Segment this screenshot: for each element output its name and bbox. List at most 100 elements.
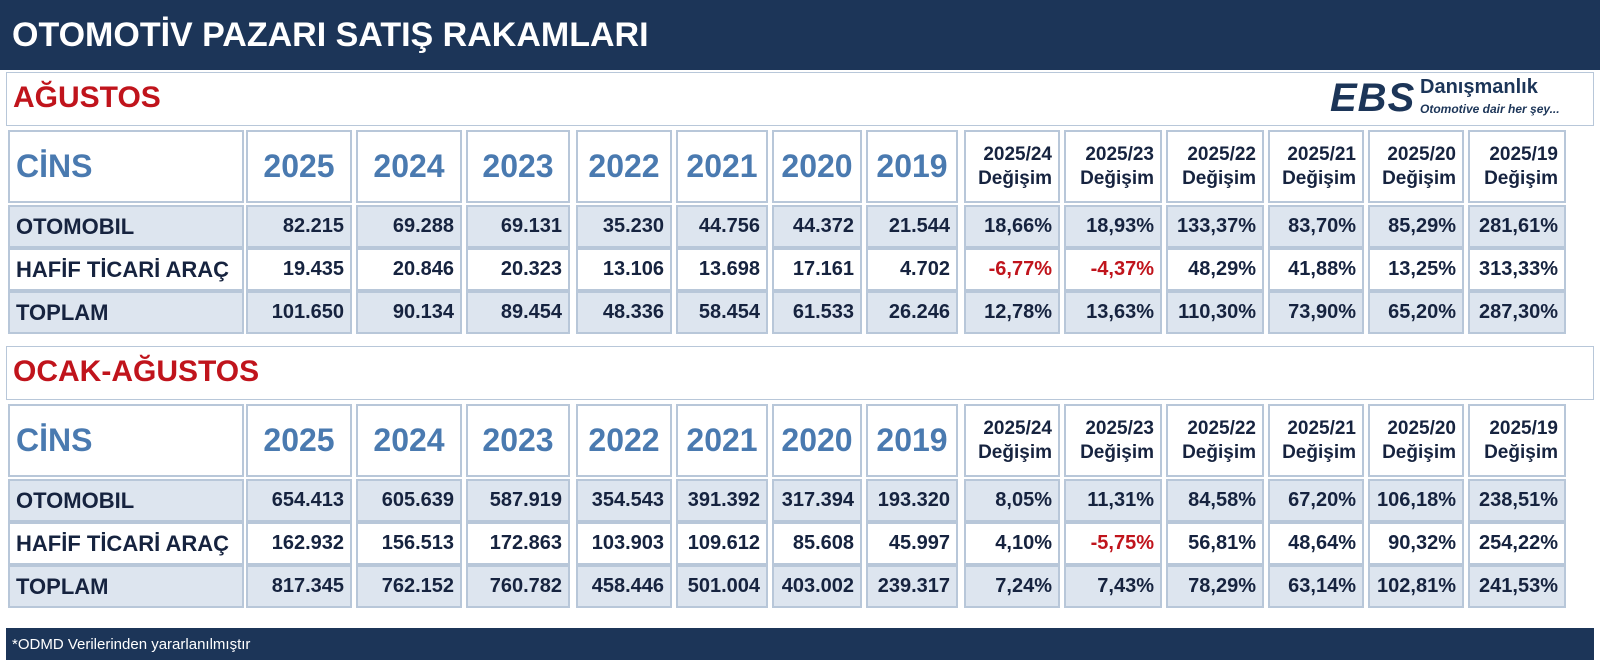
- column-header: 2025/21 Değişim: [1268, 404, 1364, 477]
- data-cell: 67,20%: [1268, 479, 1364, 522]
- column-header: CİNS: [8, 404, 244, 477]
- data-cell: 48,64%: [1268, 522, 1364, 565]
- logo-mark: EBS: [1330, 76, 1416, 120]
- data-cell: 19.435: [246, 248, 352, 291]
- column-period: 2025/24: [983, 417, 1052, 439]
- data-cell: 4,10%: [964, 522, 1060, 565]
- data-cell: 403.002: [772, 565, 862, 608]
- page-title: OTOMOTİV PAZARI SATIŞ RAKAMLARI: [0, 0, 1600, 70]
- data-cell: 58.454: [676, 291, 768, 334]
- data-cell: 78,29%: [1166, 565, 1264, 608]
- data-cell: 48,29%: [1166, 248, 1264, 291]
- data-cell: 45.997: [866, 522, 958, 565]
- data-cell: 654.413: [246, 479, 352, 522]
- column-header: 2025/22 Değişim: [1166, 130, 1264, 203]
- column-period: 2025/21: [1287, 417, 1356, 439]
- column-header: 2022: [576, 404, 672, 477]
- section-title: AĞUSTOS: [6, 72, 1594, 126]
- logo-tagline: Otomotive dair her şey...: [1420, 102, 1560, 116]
- column-header: 2023: [466, 404, 570, 477]
- data-cell: 82.215: [246, 205, 352, 248]
- data-cell: 90,32%: [1368, 522, 1464, 565]
- data-cell: 41,88%: [1268, 248, 1364, 291]
- data-cell: 18,66%: [964, 205, 1060, 248]
- data-cell: 20.846: [356, 248, 462, 291]
- column-header: 2024: [356, 130, 462, 203]
- column-header: 2024: [356, 404, 462, 477]
- data-cell: 4.702: [866, 248, 958, 291]
- data-cell: 13.106: [576, 248, 672, 291]
- data-cell: 56,81%: [1166, 522, 1264, 565]
- column-header: 2025/19 Değişim: [1468, 130, 1566, 203]
- column-header: 2025/20 Değişim: [1368, 404, 1464, 477]
- data-cell: 85.608: [772, 522, 862, 565]
- data-cell: 84,58%: [1166, 479, 1264, 522]
- data-cell: 817.345: [246, 565, 352, 608]
- data-cell: 13,63%: [1064, 291, 1162, 334]
- data-cell: 73,90%: [1268, 291, 1364, 334]
- column-label: Değişim: [978, 167, 1052, 189]
- data-cell: 254,22%: [1468, 522, 1566, 565]
- row-label: HAFİF TİCARİ ARAÇ: [8, 248, 244, 291]
- column-header: 2025/23 Değişim: [1064, 130, 1162, 203]
- column-header: 2025: [246, 130, 352, 203]
- data-cell: 20.323: [466, 248, 570, 291]
- data-cell: 89.454: [466, 291, 570, 334]
- data-cell: 762.152: [356, 565, 462, 608]
- data-cell: 281,61%: [1468, 205, 1566, 248]
- data-cell: 458.446: [576, 565, 672, 608]
- data-cell: 44.372: [772, 205, 862, 248]
- data-cell: 501.004: [676, 565, 768, 608]
- data-cell: 18,93%: [1064, 205, 1162, 248]
- column-label: Değişim: [1080, 441, 1154, 463]
- data-cell: 35.230: [576, 205, 672, 248]
- data-cell: 102,81%: [1368, 565, 1464, 608]
- column-header: 2021: [676, 130, 768, 203]
- data-cell: 65,20%: [1368, 291, 1464, 334]
- data-cell: 109.612: [676, 522, 768, 565]
- column-label: Değişim: [1282, 167, 1356, 189]
- footer-note: *ODMD Verilerinden yararlanılmıştır: [6, 628, 1594, 660]
- data-cell: 85,29%: [1368, 205, 1464, 248]
- data-cell: 354.543: [576, 479, 672, 522]
- column-period: 2025/23: [1085, 417, 1154, 439]
- column-period: 2025/22: [1187, 143, 1256, 165]
- data-cell: 287,30%: [1468, 291, 1566, 334]
- data-cell: 7,43%: [1064, 565, 1162, 608]
- column-period: 2025/19: [1489, 417, 1558, 439]
- column-header: 2022: [576, 130, 672, 203]
- data-cell: -5,75%: [1064, 522, 1162, 565]
- data-cell: 101.650: [246, 291, 352, 334]
- column-period: 2025/22: [1187, 417, 1256, 439]
- column-label: Değişim: [978, 441, 1052, 463]
- data-cell: 26.246: [866, 291, 958, 334]
- data-cell: 172.863: [466, 522, 570, 565]
- column-header: 2025/20 Değişim: [1368, 130, 1464, 203]
- column-header: 2025/21 Değişim: [1268, 130, 1364, 203]
- row-label: TOPLAM: [8, 291, 244, 334]
- column-period: 2025/20: [1387, 417, 1456, 439]
- column-label: Değişim: [1484, 167, 1558, 189]
- column-label: Değişim: [1382, 441, 1456, 463]
- column-period: 2025/21: [1287, 143, 1356, 165]
- logo: EBS Danışmanlık Otomotive dair her şey..…: [1330, 74, 1590, 124]
- data-cell: 133,37%: [1166, 205, 1264, 248]
- data-cell: 17.161: [772, 248, 862, 291]
- data-cell: 90.134: [356, 291, 462, 334]
- data-cell: 12,78%: [964, 291, 1060, 334]
- column-header: 2019: [866, 130, 958, 203]
- column-header: 2025/24 Değişim: [964, 130, 1060, 203]
- column-label: Değişim: [1080, 167, 1154, 189]
- column-label: Değişim: [1484, 441, 1558, 463]
- data-cell: 156.513: [356, 522, 462, 565]
- column-header: CİNS: [8, 130, 244, 203]
- column-header: 2020: [772, 130, 862, 203]
- column-label: Değişim: [1182, 441, 1256, 463]
- data-cell: 605.639: [356, 479, 462, 522]
- data-cell: 69.288: [356, 205, 462, 248]
- data-cell: 193.320: [866, 479, 958, 522]
- row-label: OTOMOBIL: [8, 479, 244, 522]
- data-cell: 11,31%: [1064, 479, 1162, 522]
- data-cell: -6,77%: [964, 248, 1060, 291]
- data-cell: 103.903: [576, 522, 672, 565]
